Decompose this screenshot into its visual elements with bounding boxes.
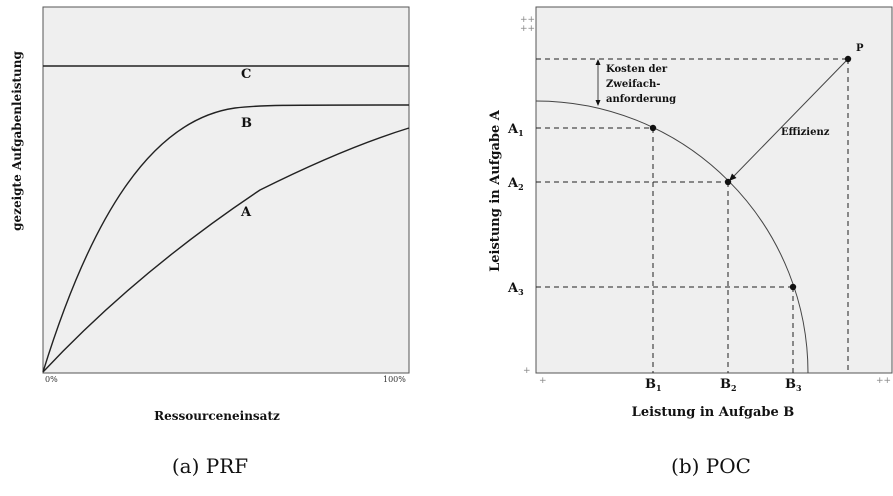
panel-poc: ++ ++ + + ++ P Kosten der Zweifach- anfo… — [488, 6, 893, 478]
poc-cost-arrowhead-top — [595, 59, 601, 65]
poc-point-2 — [724, 178, 732, 186]
panel-prf: C B A 0% 100% Ressourceneinsatz gezeigte… — [10, 6, 410, 478]
poc-b1-label: B1 — [645, 377, 662, 393]
prf-y-axis-label: gezeigte Aufgabenleistung — [10, 51, 24, 231]
prf-x-axis-label: Ressourceneinsatz — [154, 409, 280, 423]
poc-a2-label: A2 — [507, 176, 524, 192]
poc-x-axis-label: Leistung in Aufgabe B — [632, 405, 795, 420]
poc-point-p — [844, 55, 852, 63]
poc-a1-label: A1 — [507, 122, 524, 138]
poc-efficiency-arrow — [732, 60, 847, 178]
poc-label-p: P — [856, 43, 864, 54]
poc-cost-arrowhead-bottom — [595, 100, 601, 106]
prf-curve-b — [42, 104, 410, 373]
poc-efficiency-label: Effizienz — [781, 127, 830, 138]
prf-x-tick-start: 0% — [45, 375, 58, 384]
poc-y-plus-top: ++ — [520, 15, 535, 25]
poc-x-plus-right: ++ — [876, 376, 891, 386]
poc-cost-label-line1: Kosten der — [606, 64, 668, 75]
poc-b3-label: B3 — [785, 377, 802, 393]
poc-x-plus-left: + — [539, 376, 547, 386]
poc-b2-label: B2 — [720, 377, 737, 393]
poc-plot-area — [535, 6, 893, 374]
poc-y-plus-top-2: ++ — [520, 24, 535, 34]
caption-b: (b) POC — [671, 454, 751, 478]
poc-y-axis-label: Leistung in Aufgabe A — [488, 109, 503, 272]
prf-curve-a — [42, 127, 410, 373]
prf-x-tick-end: 100% — [383, 375, 406, 384]
poc-y-plus-bottom: + — [523, 366, 531, 376]
poc-point-1 — [649, 124, 657, 132]
caption-a: (a) PRF — [172, 454, 248, 478]
poc-cost-label-line3: anforderung — [606, 94, 676, 105]
prf-curve-label-a: A — [240, 205, 252, 220]
poc-point-3 — [789, 283, 797, 291]
poc-a3-label: A3 — [507, 281, 524, 297]
prf-curve-label-b: B — [241, 116, 252, 131]
poc-cost-label-line2: Zweifach- — [606, 79, 660, 90]
prf-curve-label-c: C — [241, 67, 251, 82]
poc-efficiency-arrowhead — [729, 173, 737, 181]
